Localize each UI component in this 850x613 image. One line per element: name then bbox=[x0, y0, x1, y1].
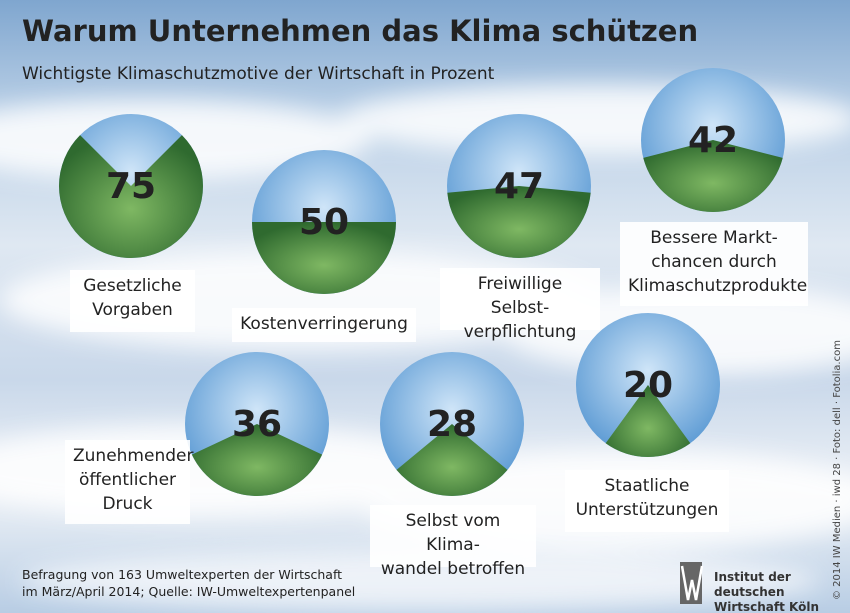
pie-slice bbox=[605, 385, 691, 458]
category-label: Kostenverringerung bbox=[232, 308, 416, 342]
value-label: 50 bbox=[299, 202, 349, 243]
pie-slice bbox=[191, 424, 323, 497]
pie-slice bbox=[396, 424, 508, 497]
value-label: 47 bbox=[494, 166, 544, 207]
pie-slice bbox=[447, 186, 591, 259]
subtitle: Wichtigste Klimaschutzmotive der Wirtsch… bbox=[22, 64, 495, 84]
value-label: 36 bbox=[232, 404, 282, 445]
note: Befragung von 163 Umweltexperten der Wir… bbox=[22, 567, 356, 599]
category-label: Freiwillige Selbst- verpflichtung bbox=[440, 268, 600, 342]
value-label: 20 bbox=[623, 365, 673, 406]
category-label: Bessere Markt- chancen durch Klimaschutz… bbox=[620, 222, 808, 306]
category-label: Gesetzliche Vorgaben bbox=[70, 270, 195, 332]
title: Warum Unternehmen das Klima schützen bbox=[22, 14, 699, 48]
logo bbox=[680, 562, 704, 604]
value-label: 42 bbox=[688, 120, 738, 161]
category-label: Selbst vom Klima- wandel betroffen bbox=[370, 505, 536, 579]
pie-slice bbox=[58, 135, 203, 258]
value-label: 28 bbox=[427, 404, 477, 445]
pie-slice bbox=[252, 222, 396, 294]
pie-slice bbox=[643, 140, 783, 212]
value-label: 75 bbox=[106, 166, 156, 207]
credit: © 2014 IW Medien · iwd 28 · Foto: dell ·… bbox=[832, 340, 843, 600]
publisher: Institut der deutschen Wirtschaft Köln bbox=[714, 570, 820, 613]
category-label: Zunehmender öffentlicher Druck bbox=[65, 440, 193, 524]
category-label: Staatliche Unterstützungen bbox=[565, 470, 729, 532]
